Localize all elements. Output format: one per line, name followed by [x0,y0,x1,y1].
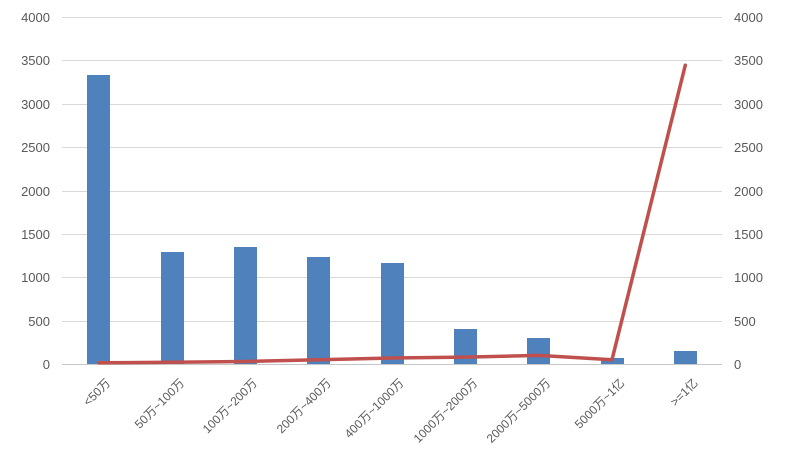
right-axis-tick-label: 1500 [734,226,763,242]
right-axis-tick-label: 2500 [734,140,763,156]
bar [307,256,331,365]
bar [87,74,111,365]
right-axis-tick-label: 3500 [734,53,763,69]
gridline [62,147,722,149]
right-axis-tick-label: 500 [734,313,756,329]
bar [673,351,697,365]
x-category-label: 5000万~1亿 [571,376,627,432]
bar [233,247,257,365]
x-category-label: 200万~400万 [273,376,334,437]
left-axis-tick-label: 0 [42,357,50,372]
left-axis-tick-label: 1500 [21,226,50,242]
left-axis-tick-label: 1000 [21,270,50,286]
right-axis-tick-label: 3000 [734,96,763,112]
bar [453,328,477,365]
left-axis-tick-label: 2500 [21,140,50,156]
gridline [62,233,722,235]
bar [600,357,624,365]
gridline [62,190,722,192]
x-category-label: 400万~1000万 [342,376,407,441]
gridline [62,103,722,105]
left-axis-tick-label: 3500 [21,53,50,69]
right-axis-tick-label: 4000 [734,10,763,25]
gridline [62,60,722,62]
bar [380,263,404,365]
left-axis-tick-label: 2000 [21,183,50,199]
right-axis-tick-label: 1000 [734,270,763,286]
gridline [62,17,722,18]
x-category-label: 2000万~5000万 [483,376,554,446]
x-category-label: 100万~200万 [200,376,261,437]
bar [527,338,551,365]
bar [160,251,184,365]
left-axis-tick-label: 500 [28,313,50,329]
x-category-label: <50万 [80,376,114,409]
x-category-label: >=1亿 [667,376,701,410]
left-axis-tick-label: 4000 [21,10,50,25]
left-axis-tick-label: 3000 [21,96,50,112]
x-category-label: 50万~100万 [131,376,187,432]
right-axis-tick-label: 0 [734,357,742,372]
right-axis-tick-label: 2000 [734,183,763,199]
x-category-label: 1000万~2000万 [410,376,481,446]
